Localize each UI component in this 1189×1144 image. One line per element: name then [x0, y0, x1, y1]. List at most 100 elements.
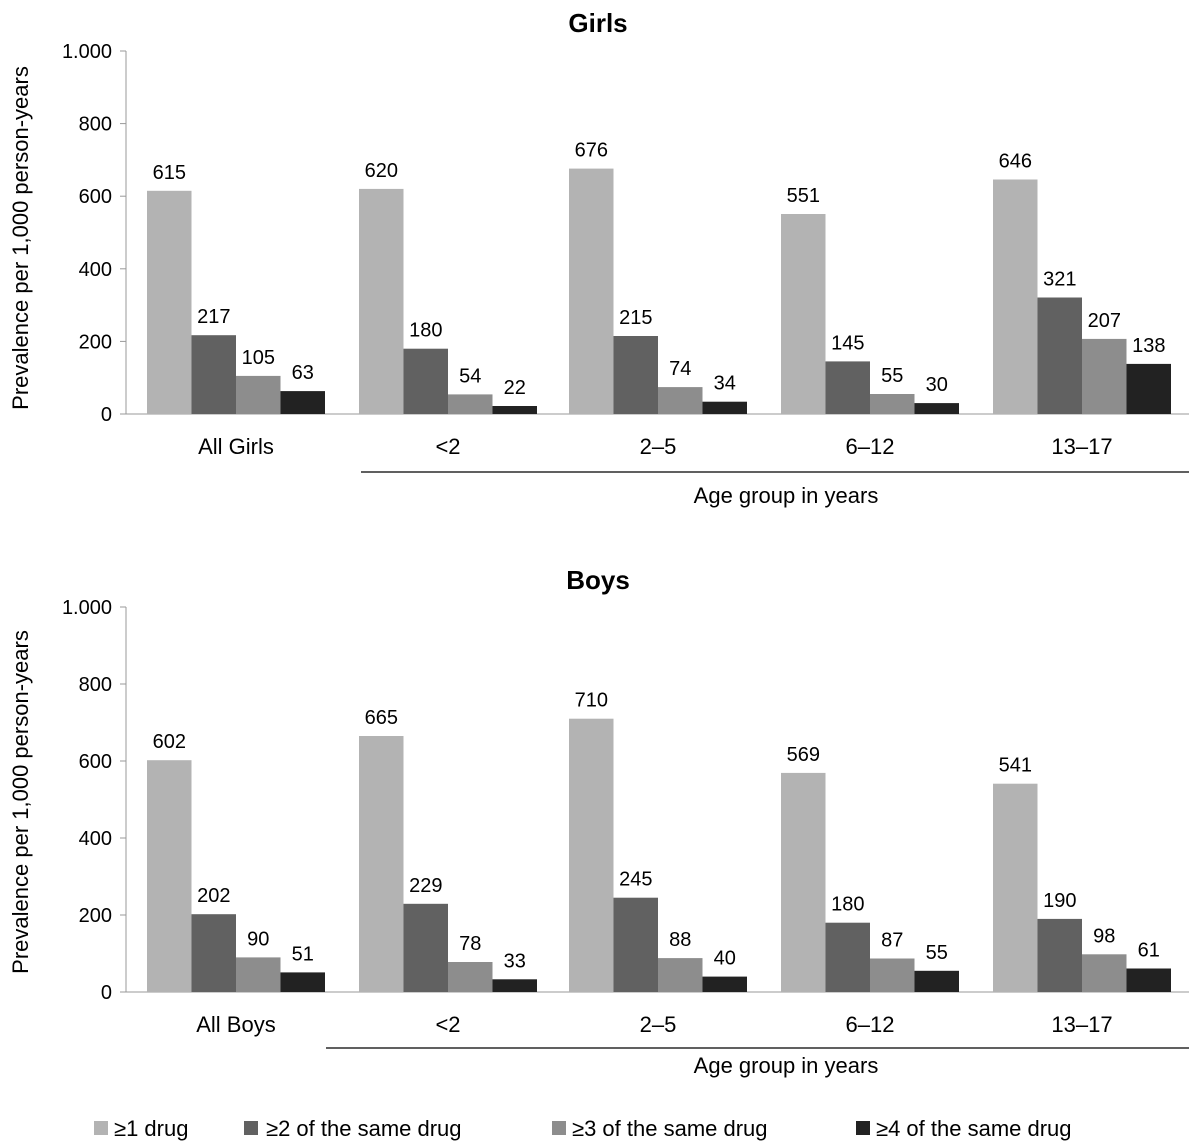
data-label: 74 — [669, 358, 691, 380]
y-tick-label: 400 — [79, 259, 112, 281]
data-label: 138 — [1132, 335, 1165, 357]
data-label: 180 — [409, 320, 442, 342]
legend-label: ≥1 drug — [114, 1116, 188, 1141]
bar — [492, 406, 537, 414]
bar — [147, 190, 192, 414]
bar — [1082, 338, 1127, 414]
bar — [280, 391, 325, 414]
data-label: 541 — [999, 755, 1032, 777]
data-label: 34 — [714, 373, 736, 395]
data-label: 87 — [881, 930, 903, 952]
y-tick-label: 200 — [79, 331, 112, 353]
legend-swatch — [552, 1121, 566, 1135]
category-label: 2–5 — [640, 434, 677, 459]
category-label: 13–17 — [1051, 1012, 1112, 1037]
bar — [191, 335, 236, 414]
bar — [1037, 918, 1082, 992]
data-label: 55 — [881, 365, 903, 387]
data-label: 676 — [575, 140, 608, 162]
y-tick-label: 1.000 — [62, 41, 112, 63]
bar — [403, 903, 448, 992]
x-axis-label: Age group in years — [694, 1053, 879, 1078]
data-label: 665 — [365, 707, 398, 729]
y-tick-label: 600 — [79, 186, 112, 208]
bar — [825, 922, 870, 992]
y-axis-label: Prevalence per 1,000 person-years — [8, 66, 33, 410]
bar — [569, 718, 614, 992]
category-label: 6–12 — [846, 434, 895, 459]
data-label: 40 — [714, 948, 736, 970]
x-axis-label: Age group in years — [694, 483, 879, 508]
data-label: 30 — [926, 374, 948, 396]
category-label: All Boys — [196, 1012, 275, 1037]
bar — [448, 394, 493, 414]
y-tick-label: 200 — [79, 905, 112, 927]
legend-swatch — [856, 1121, 870, 1135]
bar — [236, 375, 281, 414]
bar — [359, 188, 404, 414]
data-label: 202 — [197, 885, 230, 907]
y-tick-label: 0 — [101, 404, 112, 426]
boys-chart: Boys 0 200 400 600 800 1.000 Prevalence per 1,0… — [8, 565, 1189, 1078]
data-label: 615 — [153, 162, 186, 184]
legend-label: ≥3 of the same drug — [572, 1116, 768, 1141]
chart-title: Boys — [566, 565, 630, 595]
bar — [870, 394, 915, 414]
bar — [613, 336, 658, 414]
data-label: 105 — [242, 347, 275, 369]
y-tick-label: 600 — [79, 751, 112, 773]
data-label: 61 — [1138, 940, 1160, 962]
girls-chart: Girls 0 200 400 600 800 1.000 Prevalence per 1,… — [8, 8, 1189, 508]
category-label: <2 — [435, 1012, 460, 1037]
legend-label: ≥2 of the same drug — [266, 1116, 462, 1141]
bar — [993, 783, 1038, 992]
bar — [914, 970, 959, 992]
bar — [781, 214, 826, 414]
data-label: 88 — [669, 929, 691, 951]
data-label: 145 — [831, 332, 864, 354]
bar — [1082, 954, 1127, 992]
bar — [1037, 297, 1082, 414]
y-tick-label: 400 — [79, 828, 112, 850]
data-label: 620 — [365, 160, 398, 182]
y-tick-label: 800 — [79, 114, 112, 136]
bar — [448, 962, 493, 992]
bar — [569, 168, 614, 414]
data-label: 78 — [459, 933, 481, 955]
legend-swatch — [244, 1121, 258, 1135]
bar — [1126, 363, 1171, 414]
bar — [613, 897, 658, 992]
data-label: 90 — [247, 928, 269, 950]
data-label: 602 — [153, 731, 186, 753]
data-label: 180 — [831, 894, 864, 916]
data-label: 33 — [504, 950, 526, 972]
bar — [914, 403, 959, 414]
bar — [825, 361, 870, 414]
bar — [702, 401, 747, 414]
category-label: 13–17 — [1051, 434, 1112, 459]
data-label: 215 — [619, 307, 652, 329]
data-label: 63 — [292, 362, 314, 384]
bar — [870, 958, 915, 992]
y-axis-label: Prevalence per 1,000 person-years — [8, 630, 33, 974]
bar — [658, 958, 703, 992]
data-label: 646 — [999, 151, 1032, 173]
legend-swatch — [94, 1121, 108, 1135]
category-label: 2–5 — [640, 1012, 677, 1037]
y-tick-label: 0 — [101, 982, 112, 1004]
data-label: 54 — [459, 365, 481, 387]
legend: ≥1 drug ≥2 of the same drug ≥3 of the same… — [94, 1116, 1072, 1141]
bar — [403, 348, 448, 414]
data-label: 710 — [575, 690, 608, 712]
bar — [236, 957, 281, 992]
bar — [1126, 968, 1171, 992]
bar — [280, 972, 325, 992]
bar — [781, 772, 826, 992]
bar — [658, 387, 703, 414]
category-label: 6–12 — [846, 1012, 895, 1037]
bar — [702, 976, 747, 992]
bar — [359, 736, 404, 992]
bar — [147, 760, 192, 992]
bar — [191, 914, 236, 992]
